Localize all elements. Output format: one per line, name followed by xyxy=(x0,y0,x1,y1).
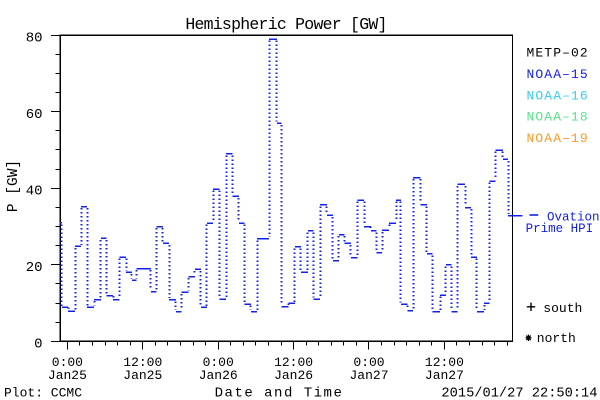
svg-text:METP–02: METP–02 xyxy=(527,46,589,61)
svg-text:Jan26: Jan26 xyxy=(274,368,313,383)
svg-text:0:00: 0:00 xyxy=(52,355,83,370)
svg-text:20: 20 xyxy=(26,260,43,276)
svg-text:Jan27: Jan27 xyxy=(349,368,388,383)
svg-text:0:00: 0:00 xyxy=(203,355,234,370)
svg-text:Ovation: Ovation xyxy=(547,210,600,224)
svg-text:Prime HPI: Prime HPI xyxy=(526,222,594,236)
svg-text:NOAA–19: NOAA–19 xyxy=(527,131,589,146)
svg-text:Jan27: Jan27 xyxy=(425,368,464,383)
svg-text:NOAA–16: NOAA–16 xyxy=(527,88,589,103)
svg-text:north: north xyxy=(537,331,576,346)
svg-text:NOAA–18: NOAA–18 xyxy=(527,110,589,125)
svg-text:0: 0 xyxy=(34,336,42,352)
svg-text:2015/01/27 22:50:14: 2015/01/27 22:50:14 xyxy=(441,387,597,400)
svg-text:P [GW]: P [GW] xyxy=(6,160,22,212)
svg-text:Jan25: Jan25 xyxy=(48,368,87,383)
svg-text:60: 60 xyxy=(26,107,43,123)
svg-text:south: south xyxy=(543,301,582,316)
svg-text:Hemispheric Power [GW]: Hemispheric Power [GW] xyxy=(185,15,386,34)
svg-text:Plot: CCMC: Plot: CCMC xyxy=(4,386,82,400)
svg-text:0:00: 0:00 xyxy=(353,355,384,370)
svg-text:12:00: 12:00 xyxy=(274,355,313,370)
svg-text:NOAA–15: NOAA–15 xyxy=(527,67,589,82)
svg-text:80: 80 xyxy=(26,30,43,46)
svg-text:12:00: 12:00 xyxy=(425,355,464,370)
svg-text:Jan25: Jan25 xyxy=(123,368,162,383)
svg-text:Jan26: Jan26 xyxy=(199,368,238,383)
svg-text:12:00: 12:00 xyxy=(123,355,162,370)
svg-text:Date and Time: Date and Time xyxy=(215,386,344,400)
svg-text:40: 40 xyxy=(26,183,43,199)
